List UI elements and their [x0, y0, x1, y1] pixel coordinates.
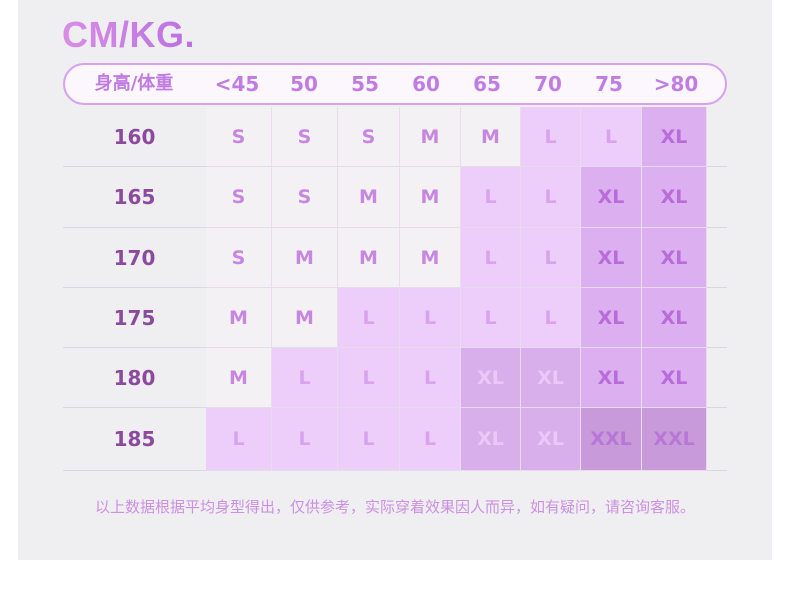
size-cell: L: [461, 167, 521, 228]
size-cell: M: [206, 348, 272, 408]
row-label: 185: [63, 408, 206, 471]
title: CM/KG.: [62, 14, 195, 55]
size-cell: S: [338, 107, 400, 167]
row-rule: [707, 347, 727, 348]
size-cell: S: [206, 228, 272, 288]
size-cell: L: [461, 228, 521, 288]
size-cell: L: [400, 348, 461, 408]
row-rule: [707, 287, 727, 288]
column-header: 75: [595, 72, 623, 96]
size-cell: M: [400, 167, 461, 228]
size-cell: L: [461, 288, 521, 348]
size-cell: L: [338, 348, 400, 408]
size-cell: XL: [461, 348, 521, 408]
size-cell: L: [400, 408, 461, 471]
size-cell: L: [272, 408, 338, 471]
size-cell: XL: [642, 228, 707, 288]
column-header: 身高/体重: [94, 73, 174, 94]
size-cell: S: [272, 167, 338, 228]
size-cell: XL: [521, 348, 581, 408]
row-label: 180: [63, 348, 206, 408]
size-cell: XL: [642, 167, 707, 228]
size-cell: XL: [642, 288, 707, 348]
size-cell: S: [272, 107, 338, 167]
row-rule: [707, 470, 727, 471]
size-cell: XL: [581, 288, 642, 348]
size-cell: M: [400, 107, 461, 167]
row-label: 170: [63, 228, 206, 288]
size-cell: L: [338, 408, 400, 471]
size-cell: XL: [642, 348, 707, 408]
row-label: 160: [63, 107, 206, 167]
size-cell: XXL: [581, 408, 642, 471]
row-label: 165: [63, 167, 206, 228]
size-cell: L: [521, 228, 581, 288]
size-cell: L: [338, 288, 400, 348]
column-header: 50: [290, 72, 318, 96]
size-cell: M: [461, 107, 521, 167]
size-cell: L: [206, 408, 272, 471]
size-cell: XXL: [642, 408, 707, 471]
column-header: >80: [653, 72, 699, 96]
column-header: 60: [412, 72, 440, 96]
column-header: <45: [214, 72, 260, 96]
size-cell: M: [338, 228, 400, 288]
row-rule: [707, 227, 727, 228]
column-header: 65: [473, 72, 501, 96]
size-cell: M: [272, 288, 338, 348]
size-cell: S: [206, 167, 272, 228]
footnote: 以上数据根据平均身型得出，仅供参考，实际穿着效果因人而异，如有疑问，请咨询客服。: [94, 498, 695, 516]
size-cell: L: [521, 107, 581, 167]
size-cell: M: [206, 288, 272, 348]
row-rule: [707, 166, 727, 167]
size-cell: M: [400, 228, 461, 288]
size-cell: XL: [642, 107, 707, 167]
size-cell: XL: [461, 408, 521, 471]
row-rule: [707, 407, 727, 408]
size-cell: XL: [581, 348, 642, 408]
column-header: 70: [534, 72, 562, 96]
size-cell: XL: [521, 408, 581, 471]
size-cell: XL: [581, 228, 642, 288]
size-cell: M: [272, 228, 338, 288]
size-cell: L: [521, 288, 581, 348]
size-cell: L: [581, 107, 642, 167]
column-header: 55: [351, 72, 379, 96]
row-label: 175: [63, 288, 206, 348]
header-bar: [63, 63, 727, 105]
size-cell: S: [206, 107, 272, 167]
size-cell: L: [400, 288, 461, 348]
size-cell: L: [521, 167, 581, 228]
size-cell: M: [338, 167, 400, 228]
size-cell: XL: [581, 167, 642, 228]
size-cell: L: [272, 348, 338, 408]
